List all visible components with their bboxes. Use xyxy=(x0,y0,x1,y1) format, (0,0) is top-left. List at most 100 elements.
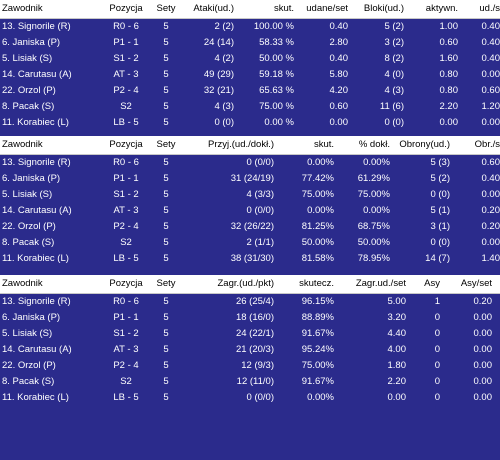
cell-reception-accuracy: 78.95% xyxy=(357,253,390,264)
cell-sets: 5 xyxy=(163,296,169,307)
cell-digs: 5 (1) xyxy=(430,205,450,216)
cell-position: S2 xyxy=(120,237,132,248)
cell-reception-eff: 0.00% xyxy=(307,157,334,168)
table-row: 13. Signorile (R) R0 - 6 5 2 (2) 100.00 % 0.4… xyxy=(0,19,500,35)
cell-serves-per-set: 4.00 xyxy=(387,344,407,355)
cell-receptions: 0 (0/0) xyxy=(246,157,274,168)
attack-header-row: Zawodnik Pozycja Sety Ataki(ud.) skut. udane/… xyxy=(0,0,500,19)
cell-aces: 0 xyxy=(434,376,440,387)
column-header-player: Zawodnik xyxy=(2,278,43,289)
cell-player: 13. Signorile (R) xyxy=(2,157,71,168)
cell-digs-per-set: 0.20 xyxy=(481,205,500,216)
cell-sets: 5 xyxy=(163,205,169,216)
table-row: 5. Lisiak (S) S1 - 2 5 4 (2) 50.00 % 0.40 8 (2… xyxy=(0,51,500,67)
column-header-position: Pozycja xyxy=(109,3,143,14)
cell-blocks-per-set: 0.60 xyxy=(481,85,500,96)
column-header-aces: Asy xyxy=(424,278,440,289)
cell-reception-accuracy: 61.29% xyxy=(357,173,390,184)
cell-block-activity: 0.80 xyxy=(439,85,459,96)
cell-aces-per-set: 0.00 xyxy=(473,344,493,355)
cell-player: 11. Korabiec (L) xyxy=(2,117,69,128)
table-row: 11. Korabiec (L) LB - 5 5 0 (0) 0.00 % 0.00 0 … xyxy=(0,115,500,131)
cell-attacks-per-set: 0.40 xyxy=(329,21,349,32)
cell-attacks-per-set: 0.00 xyxy=(329,117,349,128)
table-row: 13. Signorile (R) R0 - 6 5 26 (25/4) 96.15% 5… xyxy=(0,294,500,310)
cell-aces: 0 xyxy=(434,392,440,403)
cell-sets: 5 xyxy=(163,344,169,355)
cell-blocks-per-set: 0.40 xyxy=(481,21,500,32)
cell-reception-eff: 50.00% xyxy=(301,237,334,248)
cell-aces: 0 xyxy=(434,312,440,323)
cell-block-activity: 0.80 xyxy=(439,69,459,80)
cell-sets: 5 xyxy=(163,85,169,96)
column-header-aces-per-set: Asy/set xyxy=(460,278,492,289)
cell-blocks-per-set: 0.00 xyxy=(481,117,500,128)
cell-aces-per-set: 0.00 xyxy=(473,360,493,371)
cell-position: P1 - 1 xyxy=(113,312,139,323)
table-row: 11. Korabiec (L) LB - 5 5 0 (0/0) 0.00% 0.00 0… xyxy=(0,390,500,406)
cell-sets: 5 xyxy=(163,312,169,323)
cell-serve-eff: 91.67% xyxy=(301,328,334,339)
table-row: 6. Janiska (P) P1 - 1 5 18 (16/0) 88.89% 3.20… xyxy=(0,310,500,326)
cell-reception-eff: 75.00% xyxy=(301,189,334,200)
column-header-player: Zawodnik xyxy=(2,139,43,150)
column-header-blocks: Bloki(ud.) xyxy=(363,3,404,14)
cell-block-activity: 0.60 xyxy=(439,37,459,48)
cell-digs: 5 (3) xyxy=(430,157,450,168)
cell-aces-per-set: 0.00 xyxy=(473,328,493,339)
cell-digs-per-set: 0.40 xyxy=(481,173,500,184)
cell-blocks: 5 (2) xyxy=(384,21,404,32)
cell-position: P2 - 4 xyxy=(113,360,139,371)
cell-player: 8. Pacak (S) xyxy=(2,237,55,248)
cell-serves-per-set: 0.00 xyxy=(387,392,407,403)
table-row: 5. Lisiak (S) S1 - 2 5 24 (22/1) 91.67% 4.40 0… xyxy=(0,326,500,342)
cell-player: 13. Signorile (R) xyxy=(2,21,71,32)
cell-digs: 0 (0) xyxy=(430,237,450,248)
cell-position: LB - 5 xyxy=(113,117,139,128)
cell-attacks: 49 (29) xyxy=(203,69,234,80)
cell-reception-accuracy: 75.00% xyxy=(357,189,390,200)
column-header-position: Pozycja xyxy=(109,278,143,289)
cell-digs-per-set: 0.20 xyxy=(481,221,500,232)
column-header-position: Pozycja xyxy=(109,139,143,150)
table-row: 22. Orzol (P) P2 - 4 5 12 (9/3) 75.00% 1.80 0 0… xyxy=(0,358,500,374)
cell-digs: 3 (1) xyxy=(430,221,450,232)
cell-attack-eff: 59.18 % xyxy=(259,69,294,80)
column-header-attacks-per-set: udane/set xyxy=(306,3,348,14)
cell-sets: 5 xyxy=(163,221,169,232)
cell-serve-eff: 75.00% xyxy=(301,360,334,371)
cell-sets: 5 xyxy=(163,360,169,371)
table-row: 5. Lisiak (S) S1 - 2 5 4 (3/3) 75.00% 75.00% 0… xyxy=(0,187,500,203)
cell-position: S2 xyxy=(120,376,132,387)
cell-receptions: 32 (26/22) xyxy=(230,221,274,232)
cell-aces-per-set: 0.00 xyxy=(473,392,493,403)
cell-serves-per-set: 5.00 xyxy=(387,296,407,307)
cell-player: 14. Carutasu (A) xyxy=(2,69,72,80)
cell-attacks: 4 (2) xyxy=(214,53,234,64)
cell-player: 11. Korabiec (L) xyxy=(2,392,69,403)
cell-digs-per-set: 0.00 xyxy=(481,189,500,200)
cell-receptions: 4 (3/3) xyxy=(246,189,274,200)
cell-attack-eff: 75.00 % xyxy=(259,101,294,112)
reception-header-row: Zawodnik Pozycja Sety Przyj.(ud./dokł.) skut… xyxy=(0,136,500,155)
table-row: 14. Carutasu (A) AT - 3 5 49 (29) 59.18 % 5.8… xyxy=(0,67,500,83)
reception-stats-table: Zawodnik Pozycja Sety Przyj.(ud./dokł.) skut… xyxy=(0,136,500,267)
table-row: 8. Pacak (S) S2 5 12 (11/0) 91.67% 2.20 0 0.00 xyxy=(0,374,500,390)
cell-digs-per-set: 0.60 xyxy=(481,157,500,168)
cell-position: S1 - 2 xyxy=(113,53,139,64)
cell-player: 14. Carutasu (A) xyxy=(2,344,72,355)
serve-stats-table: Zawodnik Pozycja Sety Zagr.(ud./pkt) skutecz… xyxy=(0,275,500,406)
cell-serves-per-set: 4.40 xyxy=(387,328,407,339)
column-header-blocks-per-set: ud./s xyxy=(479,3,500,14)
cell-sets: 5 xyxy=(163,157,169,168)
cell-position: S2 xyxy=(120,101,132,112)
table-row: 13. Signorile (R) R0 - 6 5 0 (0/0) 0.00% 0.00… xyxy=(0,155,500,171)
table-row: 14. Carutasu (A) AT - 3 5 0 (0/0) 0.00% 0.00%… xyxy=(0,203,500,219)
column-header-attack-eff: skut. xyxy=(273,3,294,14)
cell-attacks-per-set: 4.20 xyxy=(329,85,349,96)
cell-serves: 18 (16/0) xyxy=(235,312,274,323)
cell-receptions: 2 (1/1) xyxy=(246,237,274,248)
cell-serve-eff: 88.89% xyxy=(301,312,334,323)
table-row: 14. Carutasu (A) AT - 3 5 21 (20/3) 95.24% 4.… xyxy=(0,342,500,358)
column-header-sets: Sety xyxy=(156,139,176,150)
